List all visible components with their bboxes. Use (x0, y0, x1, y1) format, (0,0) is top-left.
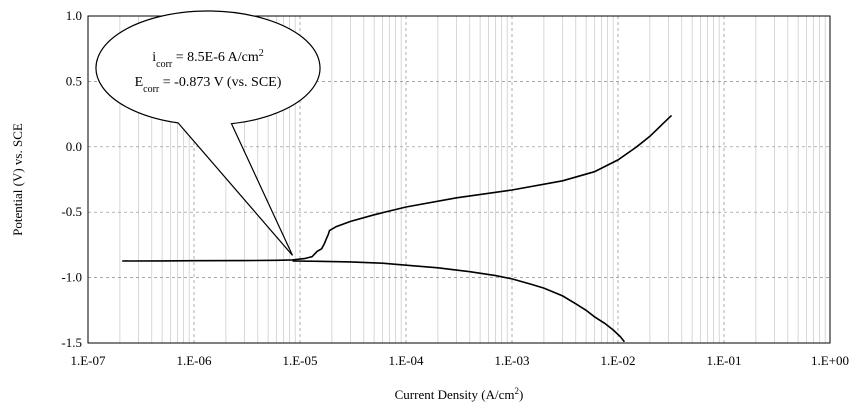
x-tick-label: 1.E-01 (706, 353, 741, 368)
x-tick-label: 1.E-03 (494, 353, 529, 368)
data-series (122, 114, 673, 343)
x-axis-label-sup: 2 (515, 386, 520, 396)
anodic-branch-line (122, 114, 673, 262)
x-axis-label-main: Current Density (A/cm (395, 387, 515, 402)
icorr-subscript: corr (156, 59, 173, 70)
x-tick-label: 1.E-06 (176, 353, 212, 368)
ecorr-subscript: corr (143, 84, 160, 95)
y-axis-label: Potential (V) vs. SCE (10, 123, 25, 236)
x-tick-label: 1.E-07 (70, 353, 106, 368)
y-tick-label: -1.0 (61, 270, 82, 285)
ecorr-symbol: E (135, 75, 144, 90)
callout-ecorr-text: Ecorr = -0.873 V (vs. SCE) (135, 75, 282, 95)
x-tick-label: 1.E+00 (811, 353, 849, 368)
y-tick-label: -0.5 (61, 204, 82, 219)
cathodic-branch-line (292, 260, 626, 343)
y-tick-label: 0.0 (66, 139, 82, 154)
x-tick-label: 1.E-05 (282, 353, 317, 368)
plot-frame (87, 15, 831, 344)
y-tick-labels: -1.5 -1.0 -0.5 0.0 0.5 1.0 (61, 8, 82, 350)
y-tick-label: 0.5 (66, 73, 82, 88)
icorr-unit-sup: 2 (259, 48, 264, 59)
callout-bubble (95, 10, 321, 256)
ecorr-value: = -0.873 V (vs. SCE) (159, 75, 281, 90)
x-tick-label: 1.E-04 (388, 353, 424, 368)
x-tick-label: 1.E-02 (600, 353, 635, 368)
x-axis-label: Current Density (A/cm2) (395, 386, 524, 402)
callout-annotation: icorr = 8.5E-6 A/cm2 Ecorr = -0.873 V (v… (95, 10, 321, 256)
icorr-value: = 8.5E-6 A/cm (172, 50, 259, 65)
y-tick-label: -1.5 (61, 335, 82, 350)
x-tick-labels: 1.E-07 1.E-06 1.E-05 1.E-04 1.E-03 1.E-02 1.E-… (70, 353, 849, 368)
x-axis-label-close: ) (519, 387, 523, 402)
callout-icorr-text: icorr = 8.5E-6 A/cm2 (152, 48, 263, 70)
icorr-symbol: i (152, 50, 156, 65)
y-tick-label: 1.0 (66, 8, 82, 23)
